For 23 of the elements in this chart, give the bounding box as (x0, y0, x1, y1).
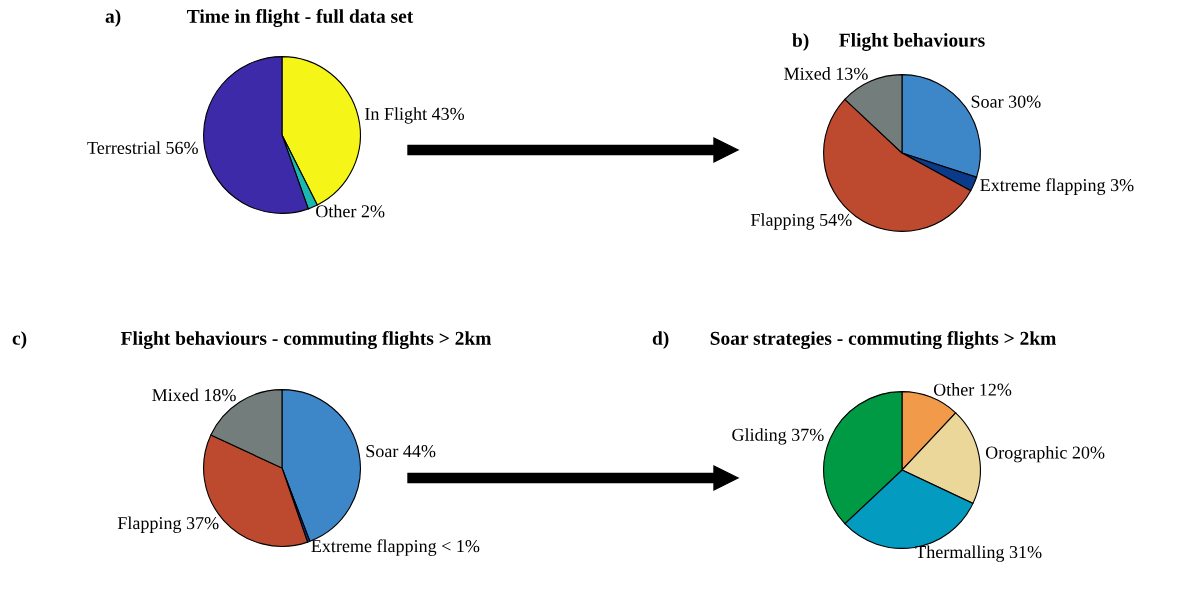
text: c) (12, 331, 27, 349)
slice-label: Extreme flapping < 1% (311, 539, 480, 556)
slice-label: Mixed 13% (784, 67, 868, 80)
text: d) (652, 331, 669, 349)
slice-label: Mixed 18% (152, 388, 236, 402)
chart-title: Flight behaviours - commuting flights > 2km (120, 331, 492, 349)
slice-label: Orographic 20% (985, 445, 1105, 463)
slice-label: In Flight 43% (365, 107, 465, 124)
text: b) (792, 33, 809, 51)
slice-label: Soar 30% (971, 95, 1041, 108)
chart-title: Flight behaviours (839, 33, 985, 51)
slice-label: Gliding 37% (732, 428, 824, 445)
slice-label: Other 12% (933, 383, 1012, 396)
slice-label: Flapping 37% (117, 516, 219, 533)
slice-label: Flapping 54% (750, 213, 852, 230)
slice-label: Soar 44% (366, 445, 436, 458)
chart-title: Time in flight - full data set (187, 9, 414, 27)
slice-label: Extreme flapping 3% (980, 178, 1134, 195)
slice-label: Terrestrial 56% (87, 141, 198, 154)
chart-title: Soar strategies - commuting flights > 2km (710, 331, 1056, 349)
text: a) (105, 9, 121, 27)
slice-label: Other 2% (316, 204, 385, 218)
slice-label: Thermalling 31% (915, 545, 1042, 562)
